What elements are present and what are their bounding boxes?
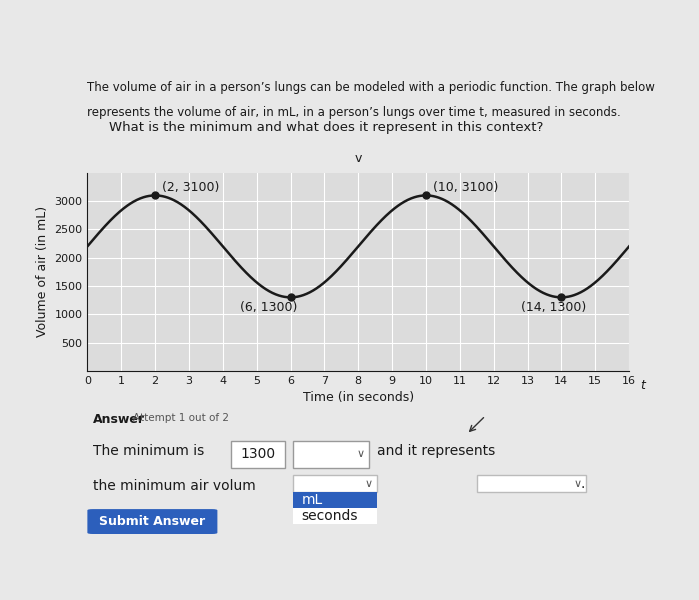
FancyBboxPatch shape [294, 491, 377, 508]
Text: the minimum air volum: the minimum air volum [93, 479, 256, 493]
Text: What is the minimum and what does it represent in this context?: What is the minimum and what does it rep… [109, 121, 543, 134]
Text: The minimum is: The minimum is [93, 445, 204, 458]
Text: Submit Answer: Submit Answer [99, 515, 206, 528]
Text: (10, 3100): (10, 3100) [433, 181, 498, 194]
Text: (2, 3100): (2, 3100) [162, 181, 219, 194]
Text: seconds: seconds [301, 509, 358, 523]
Text: Answer: Answer [93, 413, 145, 426]
Text: (6, 1300): (6, 1300) [240, 301, 297, 314]
X-axis label: Time (in seconds): Time (in seconds) [303, 391, 414, 404]
Text: The volume of air in a person’s lungs can be modeled with a periodic function. T: The volume of air in a person’s lungs ca… [87, 82, 655, 94]
Text: represents the volume of air, in mL, in a person’s lungs over time t, measured i: represents the volume of air, in mL, in … [87, 106, 621, 119]
FancyBboxPatch shape [294, 440, 369, 468]
Text: ∨: ∨ [365, 479, 373, 488]
Text: ∨: ∨ [574, 479, 582, 488]
Text: mL: mL [301, 493, 323, 507]
FancyBboxPatch shape [294, 508, 377, 524]
Text: Attempt 1 out of 2: Attempt 1 out of 2 [134, 413, 229, 423]
Text: ∨: ∨ [357, 449, 365, 459]
Text: and it represents: and it represents [377, 445, 496, 458]
FancyBboxPatch shape [294, 475, 377, 491]
Text: v: v [354, 152, 362, 165]
Text: (14, 1300): (14, 1300) [521, 301, 586, 314]
Text: 1300: 1300 [240, 447, 275, 461]
FancyBboxPatch shape [231, 440, 285, 468]
Text: .: . [581, 476, 585, 491]
FancyBboxPatch shape [87, 509, 217, 534]
Text: t: t [640, 379, 644, 392]
Y-axis label: Volume of air (in mL): Volume of air (in mL) [36, 206, 49, 337]
FancyBboxPatch shape [477, 475, 586, 491]
